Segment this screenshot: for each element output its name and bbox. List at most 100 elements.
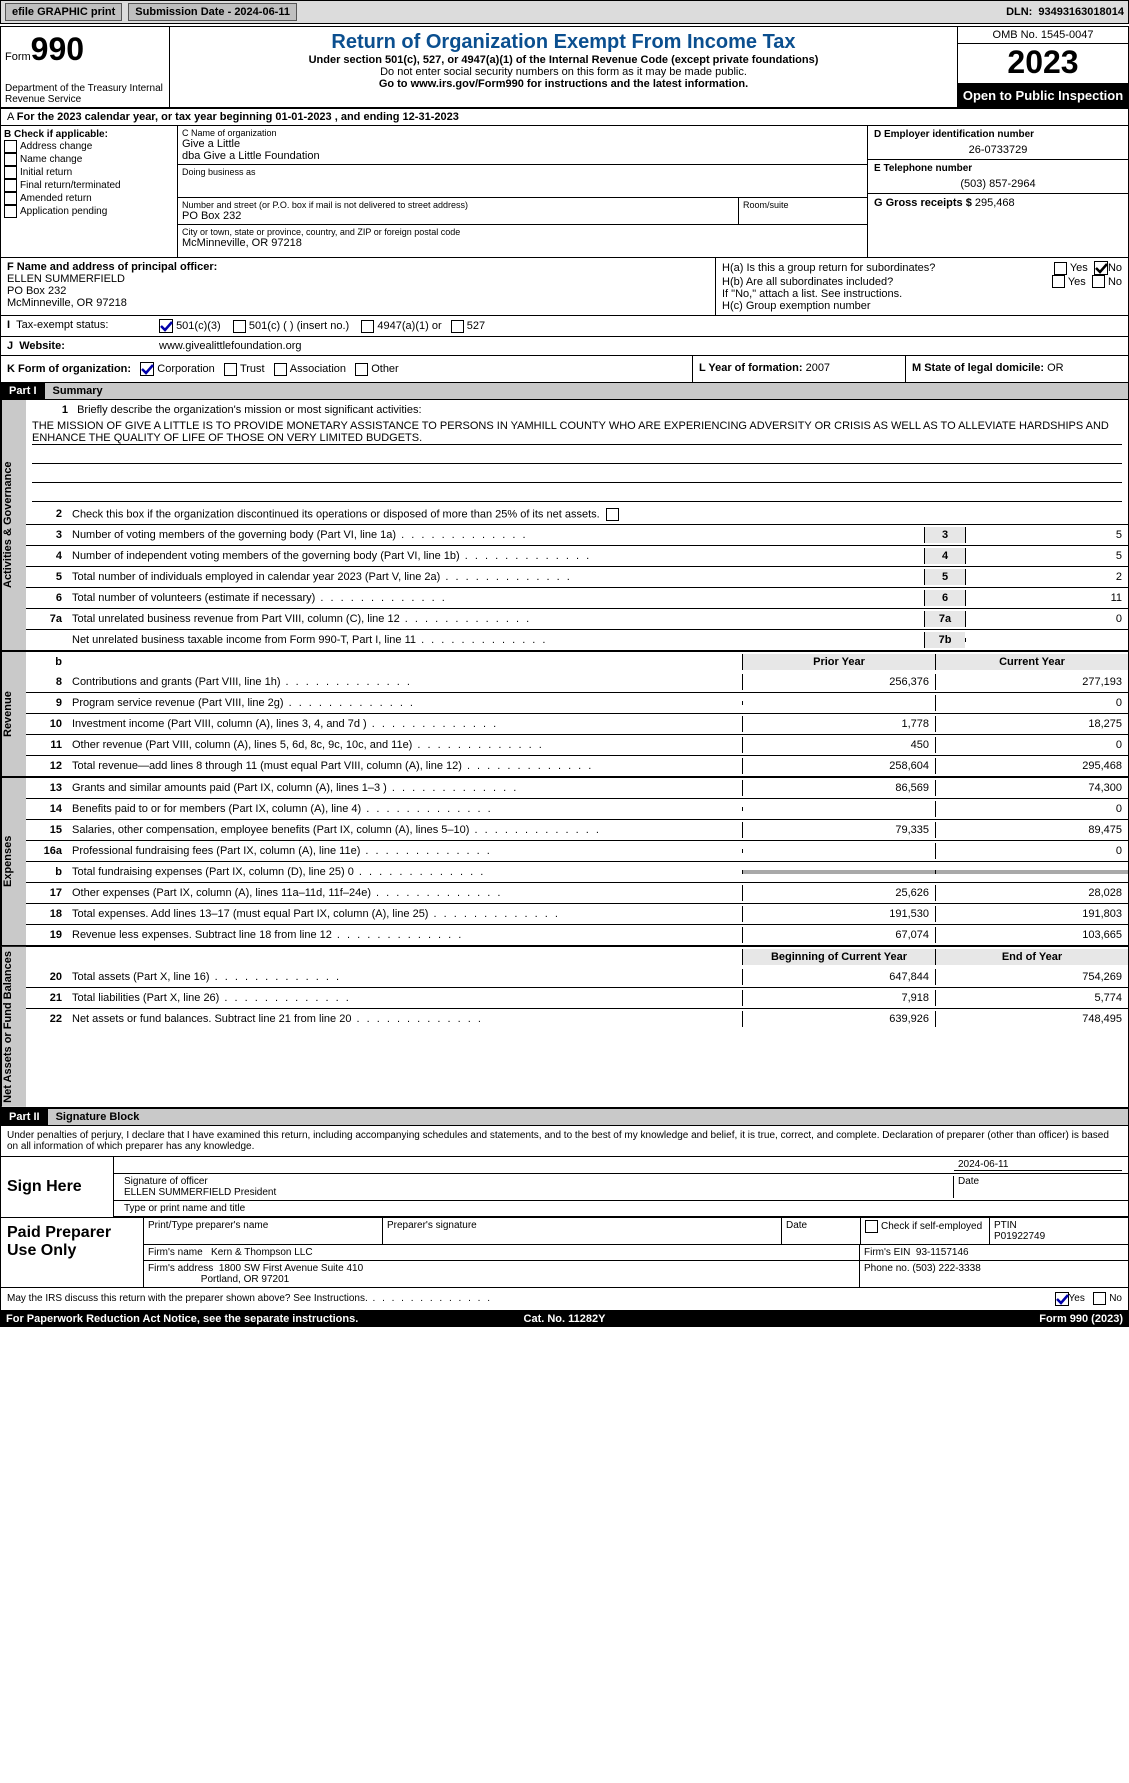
section-revenue: Revenue b Prior Year Current Year 8Contr… <box>1 652 1128 778</box>
firm-phone-label: Phone no. <box>864 1263 910 1274</box>
box-f: F Name and address of principal officer:… <box>1 258 716 315</box>
discuss-no-chk[interactable] <box>1093 1292 1106 1305</box>
k-assoc-chk[interactable] <box>274 363 287 376</box>
l-value: 2007 <box>806 362 830 374</box>
chk-amended[interactable] <box>4 192 17 205</box>
k-corp: Corporation <box>157 363 214 375</box>
hb-no-chk[interactable] <box>1092 275 1105 288</box>
period-row: A For the 2023 calendar year, or tax yea… <box>1 109 1128 126</box>
org-name-2: dba Give a Little Foundation <box>182 150 863 162</box>
street-label: Number and street (or P.O. box if mail i… <box>182 200 734 210</box>
lbl-name-change: Name change <box>20 154 82 165</box>
ha-no-chk-checked[interactable] <box>1094 261 1108 275</box>
org-name-label: C Name of organization <box>182 128 863 138</box>
lval-curr: 18,275 <box>935 716 1128 732</box>
prep-name-label: Print/Type preparer's name <box>144 1218 383 1244</box>
lnum: 16a <box>26 843 68 859</box>
chk-final-return[interactable] <box>4 179 17 192</box>
section-governance: Activities & Governance 1 Briefly descri… <box>1 400 1128 652</box>
tel-label: E Telephone number <box>874 163 1122 174</box>
ltxt: Total liabilities (Part X, line 26) <box>68 990 742 1006</box>
dln-value: 93493163018014 <box>1038 6 1124 18</box>
chk-app-pending[interactable] <box>4 205 17 218</box>
data-line: 21Total liabilities (Part X, line 26)7,9… <box>26 987 1128 1008</box>
part-ii-tag: Part II <box>1 1109 48 1125</box>
mission-blank-2 <box>32 464 1122 483</box>
gross-label: G Gross receipts $ <box>874 197 972 209</box>
k-corp-chk-checked[interactable] <box>140 362 154 376</box>
l1-text: Briefly describe the organization's miss… <box>77 404 421 416</box>
header-left: Form990 Department of the Treasury Inter… <box>1 27 170 107</box>
discuss-text: May the IRS discuss this return with the… <box>7 1293 368 1304</box>
lval-curr: 5,774 <box>935 990 1128 1006</box>
i-4947-chk[interactable] <box>361 320 374 333</box>
k-other-chk[interactable] <box>355 363 368 376</box>
lval-curr: 103,665 <box>935 927 1128 943</box>
lnum: 22 <box>26 1011 68 1027</box>
lnum: 13 <box>26 780 68 796</box>
chk-initial-return[interactable] <box>4 166 17 179</box>
box-b-header: B Check if applicable: <box>4 129 174 140</box>
city-value: McMinneville, OR 97218 <box>182 237 863 249</box>
prep-selfemp-chk[interactable] <box>865 1220 878 1233</box>
gov-lval: 2 <box>965 569 1128 585</box>
row-l: L Year of formation: 2007 <box>692 356 905 382</box>
efile-graphic-btn[interactable]: efile GRAPHIC print <box>5 3 122 21</box>
k-trust-chk[interactable] <box>224 363 237 376</box>
sig-date-label: Date <box>953 1176 1122 1198</box>
lval-prior: 256,376 <box>742 674 935 690</box>
goto-link[interactable]: Go to www.irs.gov/Form990 for instructio… <box>174 78 953 90</box>
chk-address-change[interactable] <box>4 140 17 153</box>
lnum: 21 <box>26 990 68 1006</box>
i-501c-chk[interactable] <box>233 320 246 333</box>
lnum: 18 <box>26 906 68 922</box>
ha-label: H(a) Is this a group return for subordin… <box>722 262 1054 274</box>
footer-form: Form 990 (2023) <box>751 1313 1123 1325</box>
lval-prior: 67,074 <box>742 927 935 943</box>
part-i-header: Part I Summary <box>1 383 1128 400</box>
lbl-final-return: Final return/terminated <box>20 180 121 191</box>
ltxt: Other expenses (Part IX, column (A), lin… <box>68 885 742 901</box>
part-i-title: Summary <box>45 383 1128 399</box>
j-value[interactable]: www.givealittlefoundation.org <box>153 337 1128 355</box>
mission-text: THE MISSION OF GIVE A LITTLE IS TO PROVI… <box>32 418 1122 445</box>
chk-name-change[interactable] <box>4 153 17 166</box>
i-527-chk[interactable] <box>451 320 464 333</box>
data-line: 20Total assets (Part X, line 16)647,8447… <box>26 967 1128 987</box>
j-label: Website: <box>19 340 65 352</box>
data-line: 10Investment income (Part VIII, column (… <box>26 713 1128 734</box>
revhdr-num: b <box>26 654 68 670</box>
i-501c3-chk-checked[interactable] <box>159 319 173 333</box>
ltxt: Program service revenue (Part VIII, line… <box>68 695 742 711</box>
gov-lnum: 3 <box>26 527 68 543</box>
f-h-row: F Name and address of principal officer:… <box>1 258 1128 316</box>
lval-curr: 754,269 <box>935 969 1128 985</box>
discuss-yes-chk-checked[interactable] <box>1055 1292 1069 1306</box>
hc-label: H(c) Group exemption number <box>722 300 1122 312</box>
gov-lbox: 6 <box>924 590 965 606</box>
submission-date-btn[interactable]: Submission Date - 2024-06-11 <box>128 3 297 21</box>
row-k: K Form of organization: Corporation Trus… <box>1 356 692 382</box>
gov-lnum: 2 <box>26 506 68 522</box>
ha-yes-chk[interactable] <box>1054 262 1067 275</box>
hb-yes-lbl: Yes <box>1068 276 1086 288</box>
data-line: 12Total revenue—add lines 8 through 11 (… <box>26 755 1128 776</box>
gov-lval: 11 <box>965 590 1128 606</box>
lnum: 19 <box>26 927 68 943</box>
klm-row: K Form of organization: Corporation Trus… <box>1 356 1128 383</box>
i-body: 501(c)(3) 501(c) ( ) (insert no.) 4947(a… <box>153 316 1128 336</box>
city-label: City or town, state or province, country… <box>182 227 863 237</box>
hb-yes-chk[interactable] <box>1052 275 1065 288</box>
lval-prior: 7,918 <box>742 990 935 1006</box>
ltxt: Total fundraising expenses (Part IX, col… <box>68 864 742 880</box>
gov-ltxt: Total number of volunteers (estimate if … <box>68 590 924 606</box>
vlabel-governance: Activities & Governance <box>1 400 26 650</box>
section-netassets: Net Assets or Fund Balances Beginning of… <box>1 947 1128 1109</box>
footer-cat: Cat. No. 11282Y <box>378 1313 750 1325</box>
i-4947: 4947(a)(1) or <box>377 320 441 332</box>
gov-line: 6Total number of volunteers (estimate if… <box>26 587 1128 608</box>
ein-label: D Employer identification number <box>874 129 1122 140</box>
ltxt: Other revenue (Part VIII, column (A), li… <box>68 737 742 753</box>
firm-name-label: Firm's name <box>148 1247 203 1258</box>
perjury-declaration: Under penalties of perjury, I declare th… <box>1 1126 1128 1157</box>
